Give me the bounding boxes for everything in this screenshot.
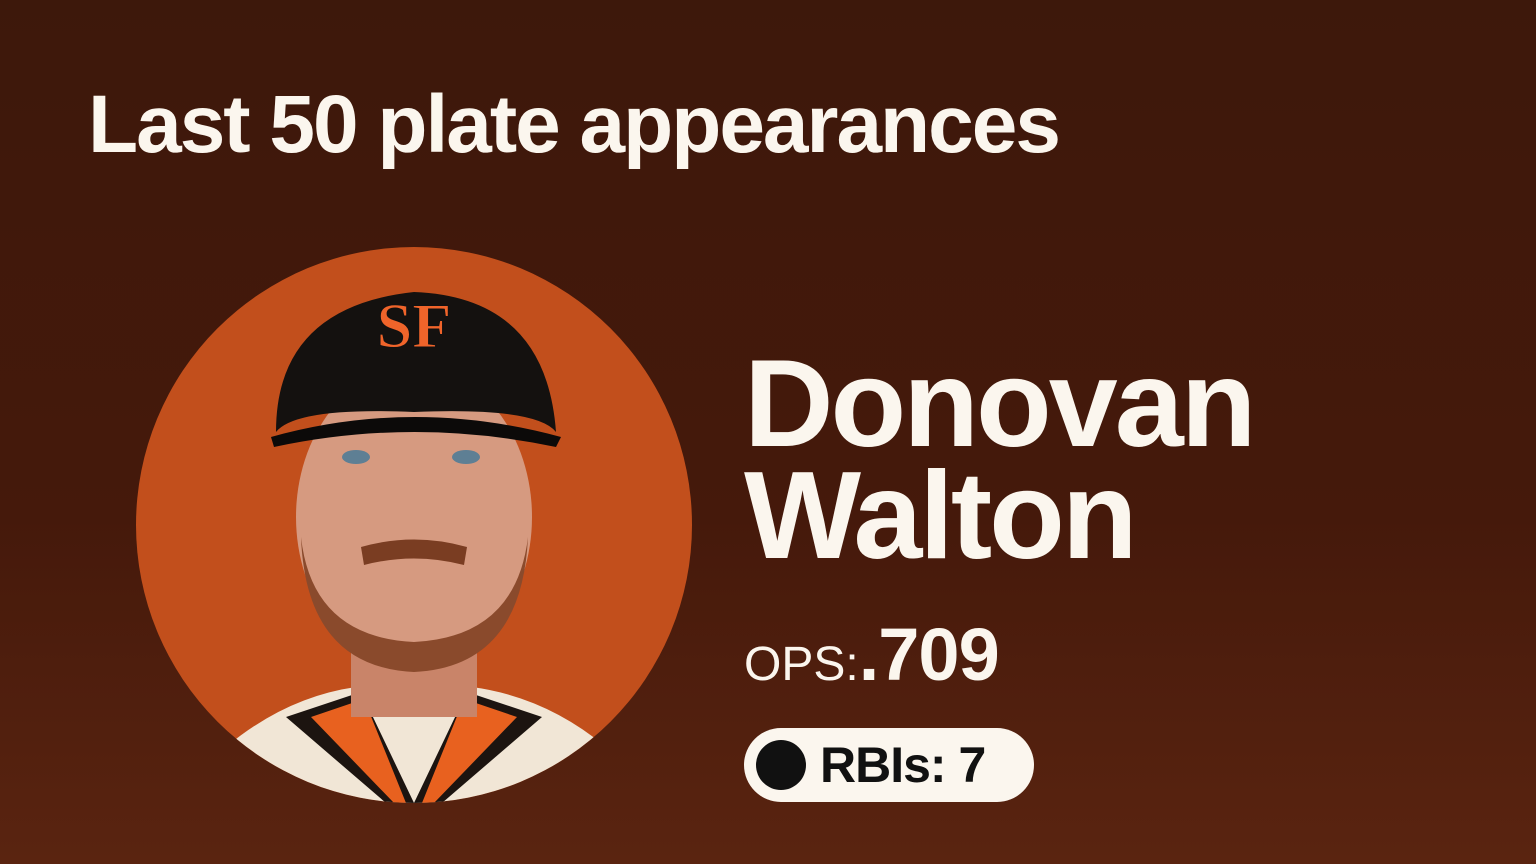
player-name: Donovan Walton bbox=[744, 335, 1256, 585]
rbis-label: RBIs: 7 bbox=[820, 737, 986, 793]
cap-logo: SF bbox=[377, 290, 452, 361]
player-last-name: Walton bbox=[744, 447, 1138, 585]
ops-stat: OPS:.709 bbox=[744, 612, 1000, 697]
ops-value: .709 bbox=[858, 613, 1000, 696]
player-photo: SF bbox=[136, 247, 692, 803]
player-first-name: Donovan bbox=[744, 335, 1256, 473]
ops-label: OPS: bbox=[744, 638, 859, 691]
rbis-badge: RBIs: 7 bbox=[744, 728, 1034, 802]
dot-icon bbox=[756, 740, 806, 790]
page-title: Last 50 plate appearances bbox=[88, 79, 1061, 170]
